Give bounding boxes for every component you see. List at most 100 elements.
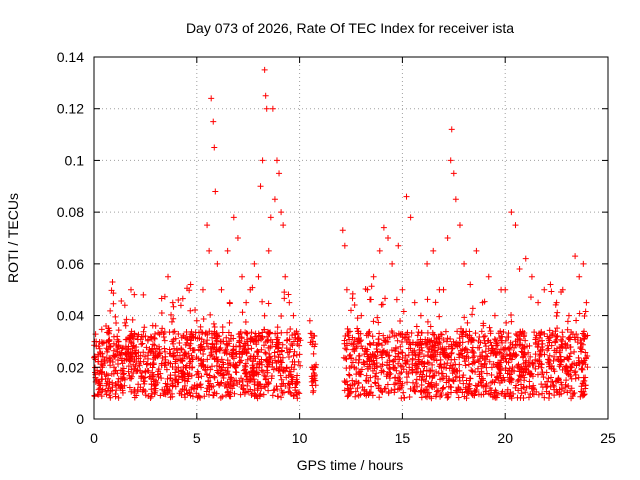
roti-point	[270, 387, 277, 394]
roti-point	[140, 358, 147, 365]
roti-point	[262, 384, 269, 391]
axis-ticks: 0 5 10 15 20 25 0 0.02 0.04 0.06 0.08 0.1 0.12 0.14	[57, 49, 616, 446]
roti-point	[115, 382, 122, 389]
roti-point	[390, 364, 397, 371]
roti-point	[140, 291, 147, 298]
roti-point	[355, 380, 362, 387]
roti-point	[105, 325, 112, 332]
roti-point	[343, 356, 350, 363]
roti-point	[195, 374, 202, 381]
roti-point	[380, 332, 387, 339]
roti-point	[251, 260, 258, 267]
roti-point	[567, 350, 574, 357]
roti-point	[214, 367, 221, 374]
roti-point	[471, 387, 478, 394]
roti-point	[263, 105, 270, 112]
roti-point	[584, 364, 591, 371]
roti-point	[175, 331, 182, 338]
roti-point	[161, 337, 168, 344]
roti-point	[434, 349, 441, 356]
roti-point	[583, 299, 590, 306]
roti-point	[236, 339, 243, 346]
roti-point	[215, 381, 222, 388]
roti-point	[94, 391, 101, 398]
roti-point	[553, 336, 560, 343]
roti-point	[262, 350, 269, 357]
roti-point	[289, 342, 296, 349]
roti-point	[107, 388, 114, 395]
roti-point	[103, 371, 110, 378]
roti-point	[341, 387, 348, 394]
roti-point	[308, 334, 315, 341]
roti-point	[578, 388, 585, 395]
roti-point	[264, 329, 271, 336]
roti-point	[349, 290, 356, 297]
roti-point	[239, 309, 246, 316]
roti-point	[447, 362, 454, 369]
roti-point	[294, 379, 301, 386]
roti-point	[411, 384, 418, 391]
roti-point	[452, 196, 459, 203]
roti-point	[533, 332, 540, 339]
roti-point	[95, 351, 102, 358]
roti-point	[294, 331, 301, 338]
roti-point	[363, 332, 370, 339]
roti-point	[546, 390, 553, 397]
roti-point	[580, 260, 587, 267]
roti-point	[393, 367, 400, 374]
roti-point	[577, 343, 584, 350]
roti-point	[457, 339, 464, 346]
roti-point	[131, 394, 138, 401]
roti-point	[98, 388, 105, 395]
roti-point	[211, 343, 218, 350]
roti-point	[444, 335, 451, 342]
roti-point	[285, 291, 292, 298]
roti-point	[351, 302, 358, 309]
roti-point	[367, 374, 374, 381]
roti-point	[141, 353, 148, 360]
roti-point	[148, 335, 155, 342]
roti-point	[520, 344, 527, 351]
roti-point	[264, 356, 271, 363]
roti-point	[283, 365, 290, 372]
roti-point	[292, 334, 299, 341]
roti-point	[107, 307, 114, 314]
roti-point	[193, 317, 200, 324]
roti-point	[159, 325, 166, 332]
roti-point	[353, 371, 360, 378]
roti-point	[534, 358, 541, 365]
roti-point	[115, 327, 122, 334]
roti-point	[472, 368, 479, 375]
roti-point	[112, 313, 119, 320]
y-axis-label: ROTI / TECUs	[5, 193, 21, 283]
roti-point	[296, 390, 303, 397]
roti-point	[274, 330, 281, 337]
roti-point	[496, 369, 503, 376]
roti-point	[417, 369, 424, 376]
roti-point	[476, 358, 483, 365]
roti-point	[243, 299, 250, 306]
roti-point	[206, 391, 213, 398]
roti-point	[353, 365, 360, 372]
roti-point	[255, 273, 262, 280]
roti-point	[437, 331, 444, 338]
roti-point	[172, 360, 179, 367]
roti-point	[226, 393, 233, 400]
roti-point	[343, 365, 350, 372]
roti-point	[518, 381, 525, 388]
roti-point	[261, 312, 268, 319]
roti-point	[169, 364, 176, 371]
roti-point	[479, 349, 486, 356]
roti-point	[411, 299, 418, 306]
roti-point	[198, 363, 205, 370]
roti-point	[460, 372, 467, 379]
roti-point	[242, 318, 249, 325]
roti-point	[474, 365, 481, 372]
roti-point	[289, 332, 296, 339]
roti-point	[382, 337, 389, 344]
roti-point	[227, 374, 234, 381]
roti-point	[366, 296, 373, 303]
roti-point	[208, 95, 215, 102]
roti-point	[109, 358, 116, 365]
roti-point	[403, 369, 410, 376]
